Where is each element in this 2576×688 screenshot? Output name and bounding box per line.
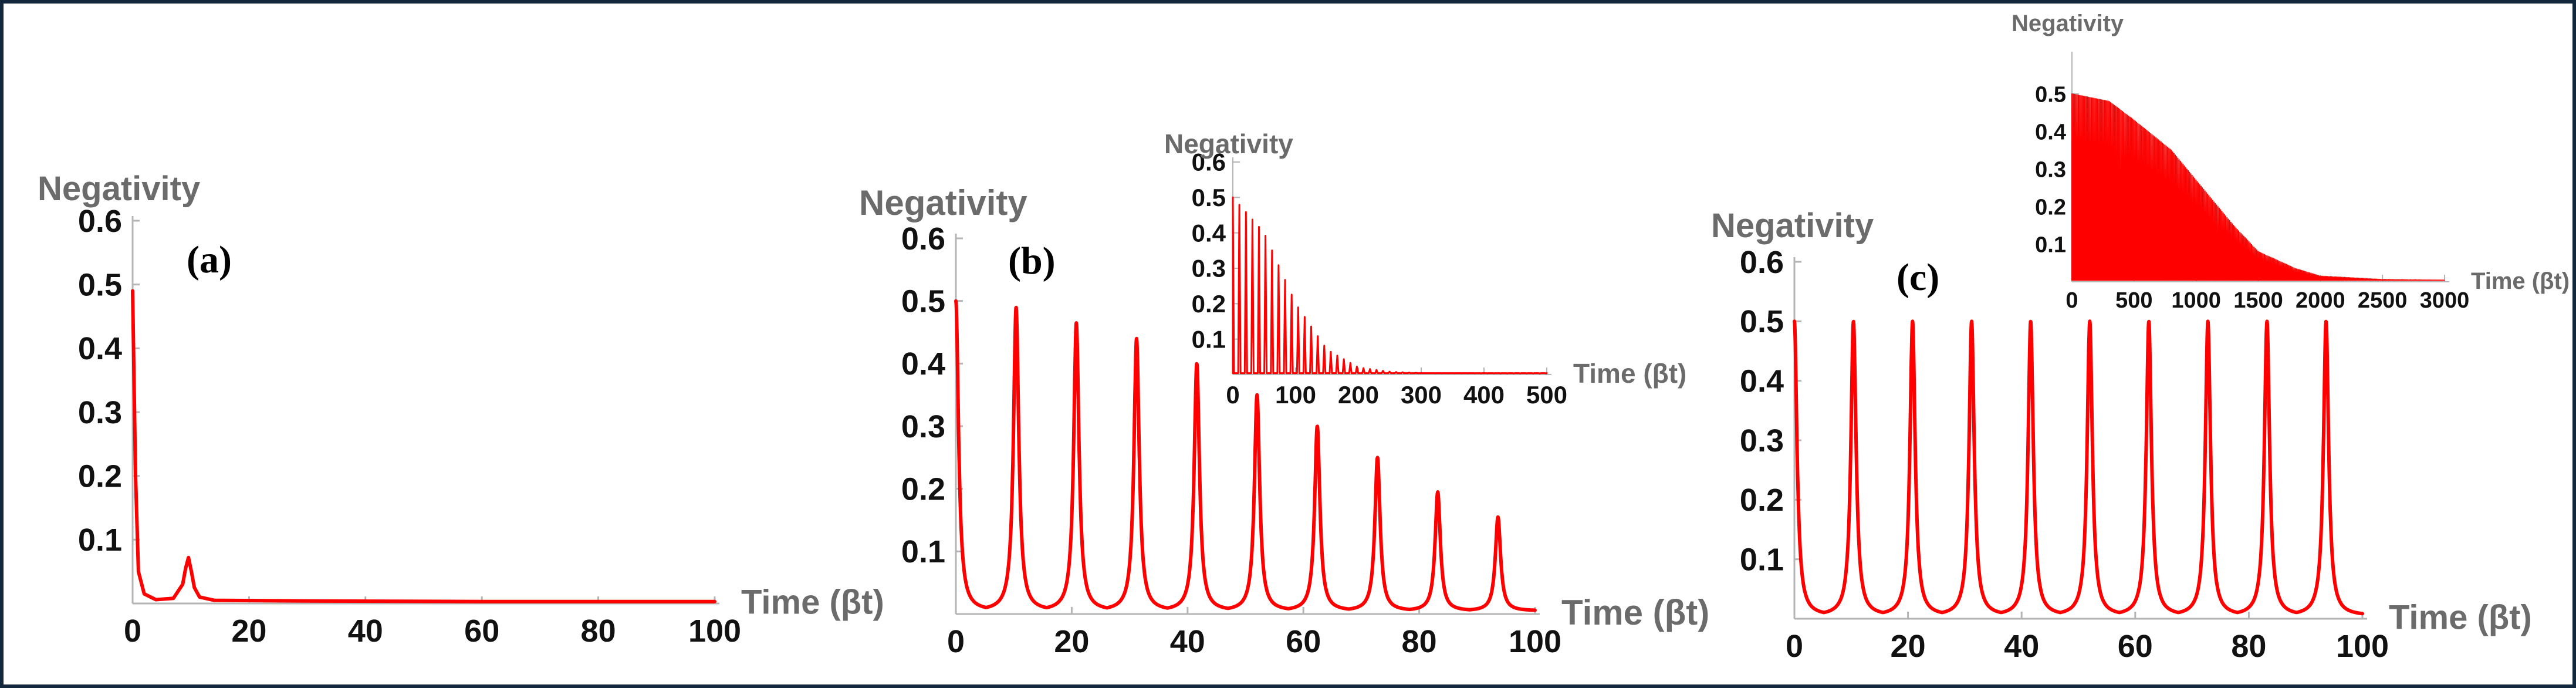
chart-c-ytick-label: 0.5 bbox=[1740, 304, 1784, 339]
chart-c-series-line bbox=[1793, 319, 2364, 616]
chart-a-group: 0.1 0.2 0.3 0.4 0.5 0.6 0 20 40 60 80 100 Negativity… bbox=[38, 170, 884, 649]
chart-b-xtick-label: 100 bbox=[1509, 624, 1561, 659]
chart-c-xtick-label: 40 bbox=[2004, 629, 2039, 664]
chart-c-inset-xtick-label: 1500 bbox=[2233, 288, 2283, 313]
chart-c-x-axis-title: Time (βt) bbox=[2389, 598, 2532, 636]
chart-c-panel-label: (c) bbox=[1896, 256, 1939, 299]
chart-b-inset-ytick-label: 0.5 bbox=[1192, 184, 1226, 211]
chart-c-xtick-label: 100 bbox=[2336, 629, 2389, 664]
chart-b-xtick-label: 80 bbox=[1402, 624, 1437, 659]
chart-b-ytick-label: 0.1 bbox=[901, 534, 945, 569]
chart-b-group: 0.1 0.2 0.3 0.4 0.5 0.6 0 20 40 60 80 100 Negativity… bbox=[859, 183, 1709, 659]
chart-b-inset-xtick-label: 300 bbox=[1401, 381, 1442, 409]
chart-b-y-axis-title: Negativity bbox=[859, 183, 1027, 222]
chart-b-inset-ytick-label: 0.3 bbox=[1192, 255, 1226, 282]
chart-c-xtick-label: 20 bbox=[1891, 629, 1926, 664]
chart-b-inset-xtick-label: 100 bbox=[1275, 381, 1316, 409]
chart-b-ytick-label: 0.6 bbox=[901, 221, 945, 257]
chart-c-inset-group: 0.1 0.2 0.3 0.4 0.5 0 500 1000 1500 2000 2500 3000 N… bbox=[2012, 11, 2570, 313]
chart-c-xtick-label: 60 bbox=[2118, 629, 2153, 664]
chart-a-xtick-label: 80 bbox=[581, 613, 616, 649]
chart-c-inset-xtick-label: 500 bbox=[2115, 288, 2152, 313]
chart-b-xtick-label: 0 bbox=[947, 624, 965, 659]
chart-c-ytick-label: 0.6 bbox=[1740, 245, 1784, 280]
chart-a-panel-label: (a) bbox=[187, 238, 232, 281]
chart-b-xtick-label: 60 bbox=[1286, 624, 1321, 659]
chart-a-ytick-label: 0.4 bbox=[78, 331, 122, 366]
chart-a-xtick-label: 0 bbox=[124, 613, 141, 649]
chart-c-inset-xtick-label: 1000 bbox=[2171, 288, 2221, 313]
chart-c-ytick-label: 0.2 bbox=[1740, 483, 1784, 518]
chart-b-ytick-label: 0.3 bbox=[901, 409, 945, 444]
chart-c-inset-xtick-label: 2000 bbox=[2296, 288, 2345, 313]
chart-b-series-line bbox=[954, 299, 1537, 612]
chart-b-inset-xtick-label: 400 bbox=[1463, 381, 1505, 409]
chart-a-ytick-label: 0.3 bbox=[78, 395, 122, 430]
chart-c-inset-ytick-label: 0.4 bbox=[2035, 120, 2066, 144]
chart-a-ytick-label: 0.6 bbox=[78, 204, 122, 239]
chart-c-group: 0.1 0.2 0.3 0.4 0.5 0.6 0 20 40 60 80 100 Negativity… bbox=[1711, 207, 2532, 664]
chart-a-y-axis-title: Negativity bbox=[38, 170, 200, 208]
chart-a-xtick-label: 20 bbox=[231, 613, 266, 649]
chart-b-xtick-label: 20 bbox=[1054, 624, 1089, 659]
chart-b-inset-group: 0.1 0.2 0.3 0.4 0.5 0.6 0 100 200 300 400 500 Negati… bbox=[1164, 129, 1686, 409]
chart-b-inset-ytick-label: 0.2 bbox=[1192, 290, 1226, 318]
chart-b-inset-series-line bbox=[1232, 196, 1548, 375]
chart-c-xtick-label: 80 bbox=[2231, 629, 2266, 664]
chart-a-xtick-label: 100 bbox=[688, 613, 741, 649]
chart-c-inset-ytick-label: 0.3 bbox=[2035, 157, 2066, 182]
chart-a-ytick-label: 0.1 bbox=[78, 522, 122, 558]
chart-c-inset-y-axis-title: Negativity bbox=[2012, 11, 2124, 36]
chart-c-ytick-label: 0.1 bbox=[1740, 542, 1784, 578]
chart-b-ytick-label: 0.4 bbox=[901, 346, 945, 382]
chart-c-inset-ytick-label: 0.2 bbox=[2035, 195, 2066, 220]
chart-c-ytick-label: 0.4 bbox=[1740, 364, 1784, 399]
chart-b-ytick-label: 0.2 bbox=[901, 472, 945, 507]
chart-a-xtick-label: 60 bbox=[464, 613, 499, 649]
chart-c-inset-x-axis-title: Time (βt) bbox=[2471, 268, 2570, 294]
chart-a-ytick-label: 0.5 bbox=[78, 268, 122, 303]
chart-c-inset-xtick-label: 2500 bbox=[2358, 288, 2408, 313]
chart-b-inset-x-axis-title: Time (βt) bbox=[1573, 358, 1686, 389]
chart-b-inset-ytick-label: 0.4 bbox=[1192, 219, 1226, 247]
chart-c-inset-ytick-label: 0.5 bbox=[2035, 82, 2066, 107]
chart-a-ytick-label: 0.2 bbox=[78, 459, 122, 494]
chart-b-panel-label: (b) bbox=[1008, 240, 1056, 282]
chart-b-inset-xtick-label: 0 bbox=[1226, 381, 1239, 409]
chart-b-inset-xtick-label: 200 bbox=[1338, 381, 1379, 409]
chart-b-inset-y-axis-title: Negativity bbox=[1164, 129, 1293, 159]
chart-c-ytick-label: 0.3 bbox=[1740, 423, 1784, 458]
chart-b-inset-xtick-label: 500 bbox=[1526, 381, 1567, 409]
chart-b-xtick-label: 40 bbox=[1170, 624, 1205, 659]
chart-b-ytick-label: 0.5 bbox=[901, 284, 945, 319]
chart-b-x-axis-title: Time (βt) bbox=[1561, 593, 1709, 632]
chart-c-inset-series-line bbox=[2071, 93, 2445, 281]
chart-c-xtick-label: 0 bbox=[1786, 629, 1803, 664]
chart-c-inset-xtick-label: 0 bbox=[2065, 288, 2078, 313]
chart-c-y-axis-title: Negativity bbox=[1711, 207, 1874, 245]
chart-a-series-line bbox=[131, 289, 716, 603]
chart-c-inset-xtick-label: 3000 bbox=[2420, 288, 2470, 313]
chart-b-inset-ytick-label: 0.6 bbox=[1192, 149, 1226, 176]
chart-b-inset-ytick-label: 0.1 bbox=[1192, 325, 1226, 353]
figure-svg: 0.1 0.2 0.3 0.4 0.5 0.6 0 20 40 60 80 100 Negativity… bbox=[38, 11, 2570, 664]
chart-a-xtick-label: 40 bbox=[348, 613, 383, 649]
chart-a-x-axis-title: Time (βt) bbox=[741, 583, 884, 621]
chart-c-inset-ytick-label: 0.1 bbox=[2035, 232, 2066, 257]
